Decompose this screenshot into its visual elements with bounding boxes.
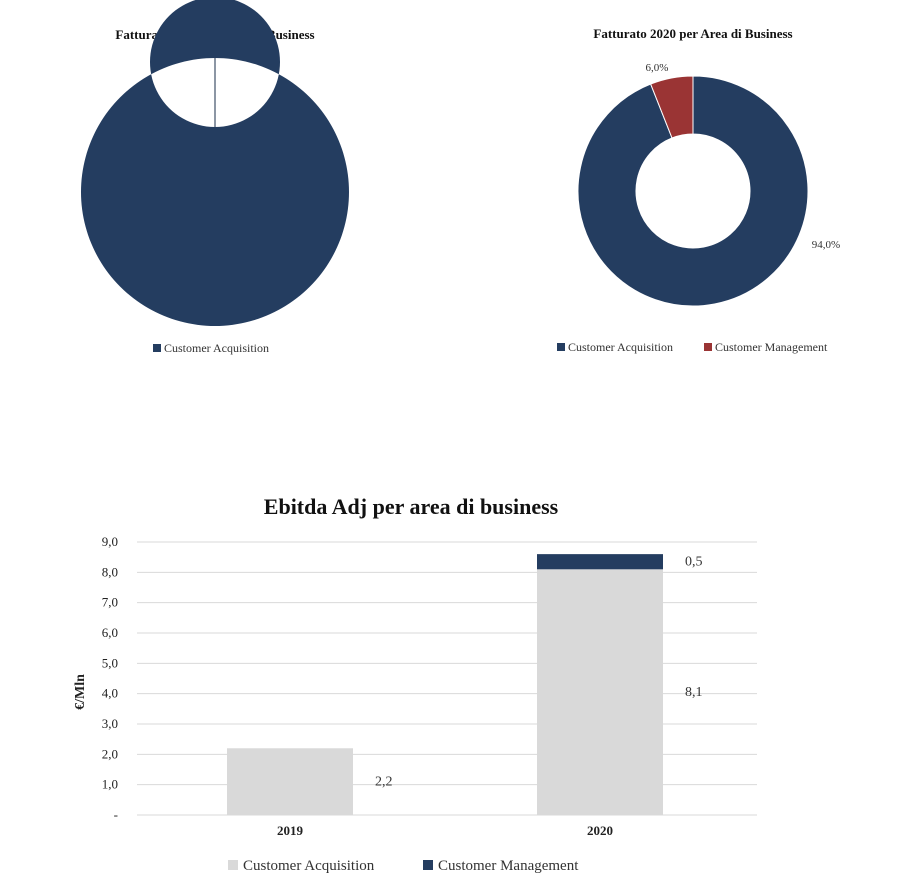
x-category-label: 2020 [587,823,613,838]
slice-label-customer-management: 6,0% [646,62,669,74]
donut-2020-slices [577,75,809,307]
legend-swatch-customer-management [423,860,433,870]
legend-swatch-customer-acquisition [228,860,238,870]
legend-label-customer-acquisition: Customer Acquisition [568,340,673,354]
slice-label-customer-acquisition: 94,0% [812,239,840,251]
legend-label-customer-management: Customer Management [715,340,828,354]
donut-slice-customer-acquisition [80,0,349,326]
legend-swatch-customer-management [704,343,712,351]
y-tick-label: 6,0 [102,625,118,640]
bar-customer-management-2020 [537,554,663,570]
y-tick-label: 1,0 [102,777,118,792]
bar-chart-title: Ebitda Adj per area di business [264,494,559,519]
y-axis-label: €/Mln [73,674,88,710]
y-tick-label: 7,0 [102,595,118,610]
y-tick-label: 2,0 [102,746,118,761]
legend-swatch-customer-acquisition [557,343,565,351]
y-tick-label: 3,0 [102,716,118,731]
donut-2019-slices [80,0,349,326]
legend-label-customer-management: Customer Management [438,858,579,874]
y-tick-label: 8,0 [102,564,118,579]
legend-swatch-customer-acquisition [153,344,161,352]
donut-2020-title: Fatturato 2020 per Area di Business [593,26,792,41]
data-label-customer-acquisition-2019: 2,2 [375,775,393,790]
donut-slice-customer-acquisition [577,75,809,307]
bar-chart-bars: 2,2 8,1 0,5 [227,554,703,815]
data-label-customer-management-2020: 0,5 [685,555,703,570]
bar-chart-ebitda: Ebitda Adj per area di business - 1,0 2,0 3… [73,494,757,874]
x-category-label: 2019 [277,823,304,838]
legend-label-customer-acquisition: Customer Acquisition [164,341,269,355]
donut-slice-customer-management [650,75,694,139]
y-tick-label: 5,0 [102,655,118,670]
y-tick-label: 4,0 [102,686,118,701]
data-label-customer-acquisition-2020: 8,1 [685,685,703,700]
donut-2020-legend: Customer Acquisition Customer Management [557,340,828,354]
bar-chart-categories: 2019 2020 [277,823,613,838]
y-tick-label: - [114,807,118,822]
donut-chart-2020: Fatturato 2020 per Area di Business 6,0%… [557,26,840,354]
legend-label-customer-acquisition: Customer Acquisition [243,858,375,874]
donut-chart-2019: Fatturato 2019 per Area di Business Cust… [80,0,349,355]
bar-chart-y-ticks: - 1,0 2,0 3,0 4,0 5,0 6,0 7,0 8,0 9,0 [102,534,118,822]
bar-customer-acquisition-2019 [227,748,353,815]
bar-customer-acquisition-2020 [537,569,663,815]
bar-chart-legend: Customer Acquisition Customer Management [228,858,579,874]
donut-2019-legend: Customer Acquisition [153,341,269,355]
y-tick-label: 9,0 [102,534,118,549]
